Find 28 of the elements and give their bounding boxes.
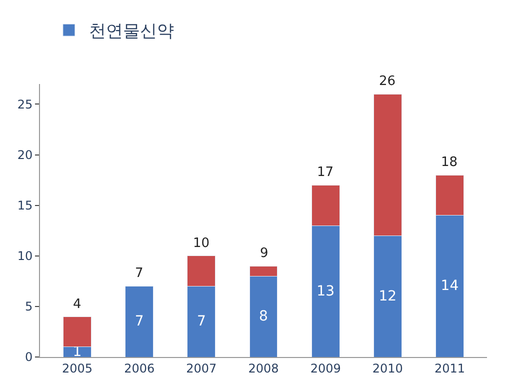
bar [125,286,154,357]
x-tick-label: 2008 [248,361,279,376]
data-label: 12 [378,288,397,304]
x-tick-label: 2006 [124,361,155,376]
data-label: 7 [196,314,206,330]
total-label: 18 [441,155,458,170]
y-tick-label: 15 [17,198,33,213]
total-label: 4 [73,297,82,312]
data-label: 14 [440,278,459,294]
data-label: 7 [134,314,144,330]
data-label: 8 [259,308,268,325]
x-tick-label: 2011 [434,361,466,376]
total-label: 9 [260,246,268,261]
x-tick-label: 2009 [310,361,341,376]
x-tick-label: 2005 [62,361,93,376]
total-label: 17 [317,165,334,180]
x-tick-label: 2010 [372,361,403,376]
legend-label: 천연물신약 [88,22,174,42]
y-tick-label: 5 [24,300,33,314]
y-tick-label: 25 [17,97,33,112]
x-tick-label: 2007 [186,361,217,376]
y-tick-label: 20 [17,148,33,162]
total-label: 10 [193,236,210,251]
y-tick-label: 10 [17,249,33,264]
data-label: 13 [316,283,334,300]
y-tick-label: 0 [24,350,33,364]
total-label: 26 [379,74,396,89]
total-label: 7 [135,266,144,281]
